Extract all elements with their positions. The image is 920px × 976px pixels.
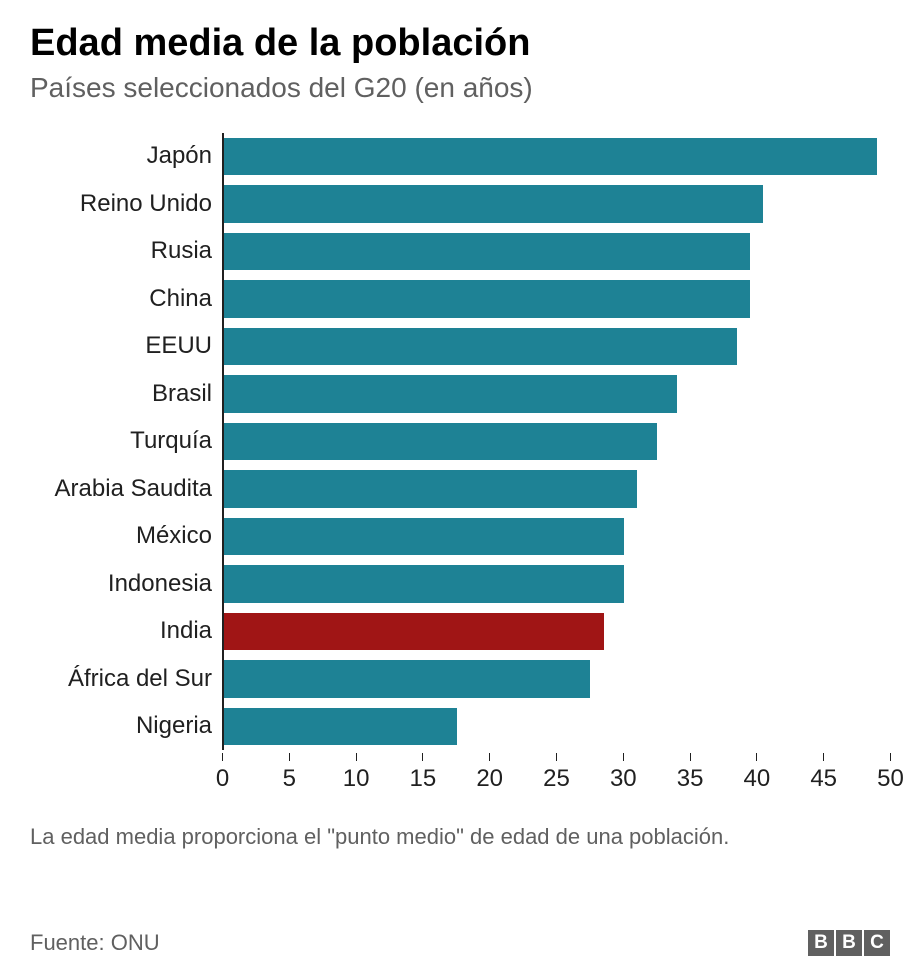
tick-line [222,753,223,761]
bar-label: Nigeria [30,712,222,740]
tick-label: 45 [810,765,837,793]
tick-label: 25 [543,765,570,793]
bar-label: México [30,522,222,550]
x-tick: 30 [623,753,624,761]
tick-label: 40 [744,765,771,793]
bar-track [222,180,890,228]
bar-label: Turquía [30,427,222,455]
tick-label: 30 [610,765,637,793]
x-tick: 15 [422,753,423,761]
x-tick: 25 [556,753,557,761]
tick-label: 5 [283,765,296,793]
tick-line [890,753,891,761]
bar-track [222,228,890,276]
bar-row: Brasil [30,370,890,418]
bar-label: Reino Unido [30,190,222,218]
bar [224,185,763,223]
tick-label: 20 [476,765,503,793]
tick-line [756,753,757,761]
bar-track [222,655,890,703]
x-tick: 35 [690,753,691,761]
bar [224,423,657,461]
bar [224,660,590,698]
x-tick: 5 [289,753,290,761]
bar-track [222,275,890,323]
logo-letter: C [864,930,890,956]
bar-label: EEUU [30,332,222,360]
bar [224,138,877,176]
bar [224,518,624,556]
bars-container: Japón Reino Unido Rusia China EEUU Brasil Turq… [30,133,890,753]
bar-track [222,703,890,751]
bar-label: Brasil [30,380,222,408]
tick-label: 15 [410,765,437,793]
tick-line [690,753,691,761]
chart-note: La edad media proporciona el "punto medi… [30,823,890,852]
bar-track [222,465,890,513]
bar [224,708,457,746]
bar-track [222,560,890,608]
bar-label: Rusia [30,237,222,265]
bar [224,565,624,603]
bar-highlight [224,613,604,651]
bar [224,470,637,508]
chart-title: Edad media de la población [30,22,890,66]
bar [224,375,677,413]
bar [224,280,750,318]
bar [224,328,737,366]
bar-track [222,513,890,561]
bar-label: Arabia Saudita [30,475,222,503]
bar-track [222,323,890,371]
tick-line [623,753,624,761]
chart-area: Japón Reino Unido Rusia China EEUU Brasil Turq… [30,133,890,803]
bar-label: África del Sur [30,665,222,693]
bar-row: China [30,275,890,323]
bar-row: Turquía [30,418,890,466]
bar-row: Nigeria [30,703,890,751]
bar-row: EEUU [30,323,890,371]
tick-line [556,753,557,761]
bar-track [222,370,890,418]
bar-row: India [30,608,890,656]
logo-letter: B [836,930,862,956]
x-tick: 40 [756,753,757,761]
tick-line [289,753,290,761]
tick-label: 50 [877,765,904,793]
x-tick: 10 [356,753,357,761]
tick-line [422,753,423,761]
bar-label: India [30,617,222,645]
x-tick: 45 [823,753,824,761]
x-tick: 20 [489,753,490,761]
bar-label: Indonesia [30,570,222,598]
bar-track [222,133,890,181]
bar-row: Rusia [30,228,890,276]
bar-row: México [30,513,890,561]
x-tick: 0 [222,753,223,761]
source-text: Fuente: ONU [30,930,160,956]
tick-line [823,753,824,761]
x-tick: 50 [890,753,891,761]
chart-subtitle: Países seleccionados del G20 (en años) [30,70,890,105]
tick-line [489,753,490,761]
bar-track [222,418,890,466]
x-axis: 0 5 10 15 20 25 30 35 40 45 50 [222,753,890,803]
bar-row: Indonesia [30,560,890,608]
tick-label: 0 [216,765,229,793]
tick-label: 35 [677,765,704,793]
footer: Fuente: ONU BBC [30,930,890,956]
bar-row: África del Sur [30,655,890,703]
bbc-logo: BBC [808,930,890,956]
bar-row: Arabia Saudita [30,465,890,513]
bar [224,233,750,271]
tick-line [356,753,357,761]
tick-label: 10 [343,765,370,793]
bar-row: Japón [30,133,890,181]
bar-row: Reino Unido [30,180,890,228]
bar-label: China [30,285,222,313]
bar-label: Japón [30,142,222,170]
logo-letter: B [808,930,834,956]
bar-track [222,608,890,656]
